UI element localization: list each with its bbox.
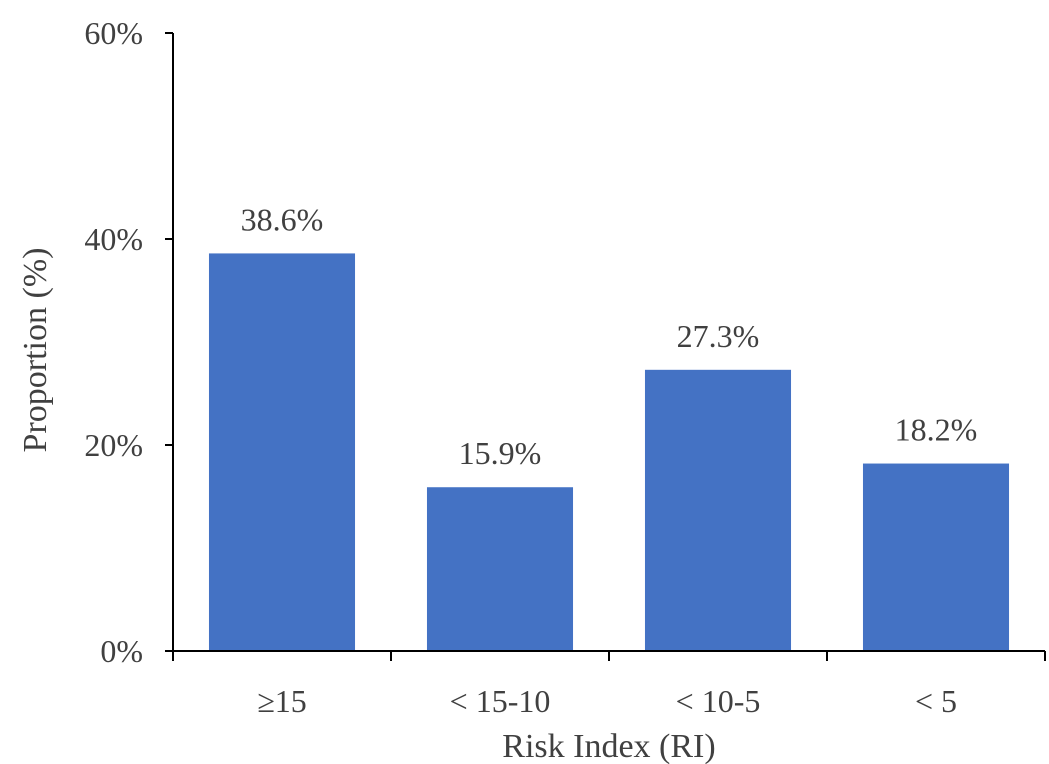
y-tick-label: 40% — [84, 221, 143, 257]
bar — [208, 253, 356, 652]
bar-value-label: 18.2% — [895, 412, 978, 448]
bar-value-label: 27.3% — [677, 318, 760, 354]
bar — [862, 463, 1010, 651]
bar-value-label: 15.9% — [459, 435, 542, 471]
y-tick-label: 20% — [84, 427, 143, 463]
x-axis-ticks: ≥15 < 15-10 < 10-5 < 5 — [172, 651, 1046, 719]
bar — [426, 487, 574, 651]
x-tick-label: ≥15 — [257, 683, 307, 719]
bar — [644, 369, 792, 651]
x-axis-title: Risk Index (RI) — [502, 728, 715, 764]
x-tick-label: < 5 — [915, 683, 957, 719]
bars-group — [208, 253, 1010, 652]
x-tick-label: < 10-5 — [676, 683, 761, 719]
y-tick-label: 60% — [84, 15, 143, 51]
data-labels-group: 38.6% 15.9% 27.3% 18.2% — [241, 201, 978, 471]
y-axis-ticks: 0% 20% 40% 60% — [84, 15, 173, 669]
y-axis-title: Proportion (%) — [17, 248, 54, 453]
bar-value-label: 38.6% — [241, 201, 324, 237]
y-tick-label: 0% — [100, 633, 143, 669]
x-tick-label: < 15-10 — [450, 683, 551, 719]
